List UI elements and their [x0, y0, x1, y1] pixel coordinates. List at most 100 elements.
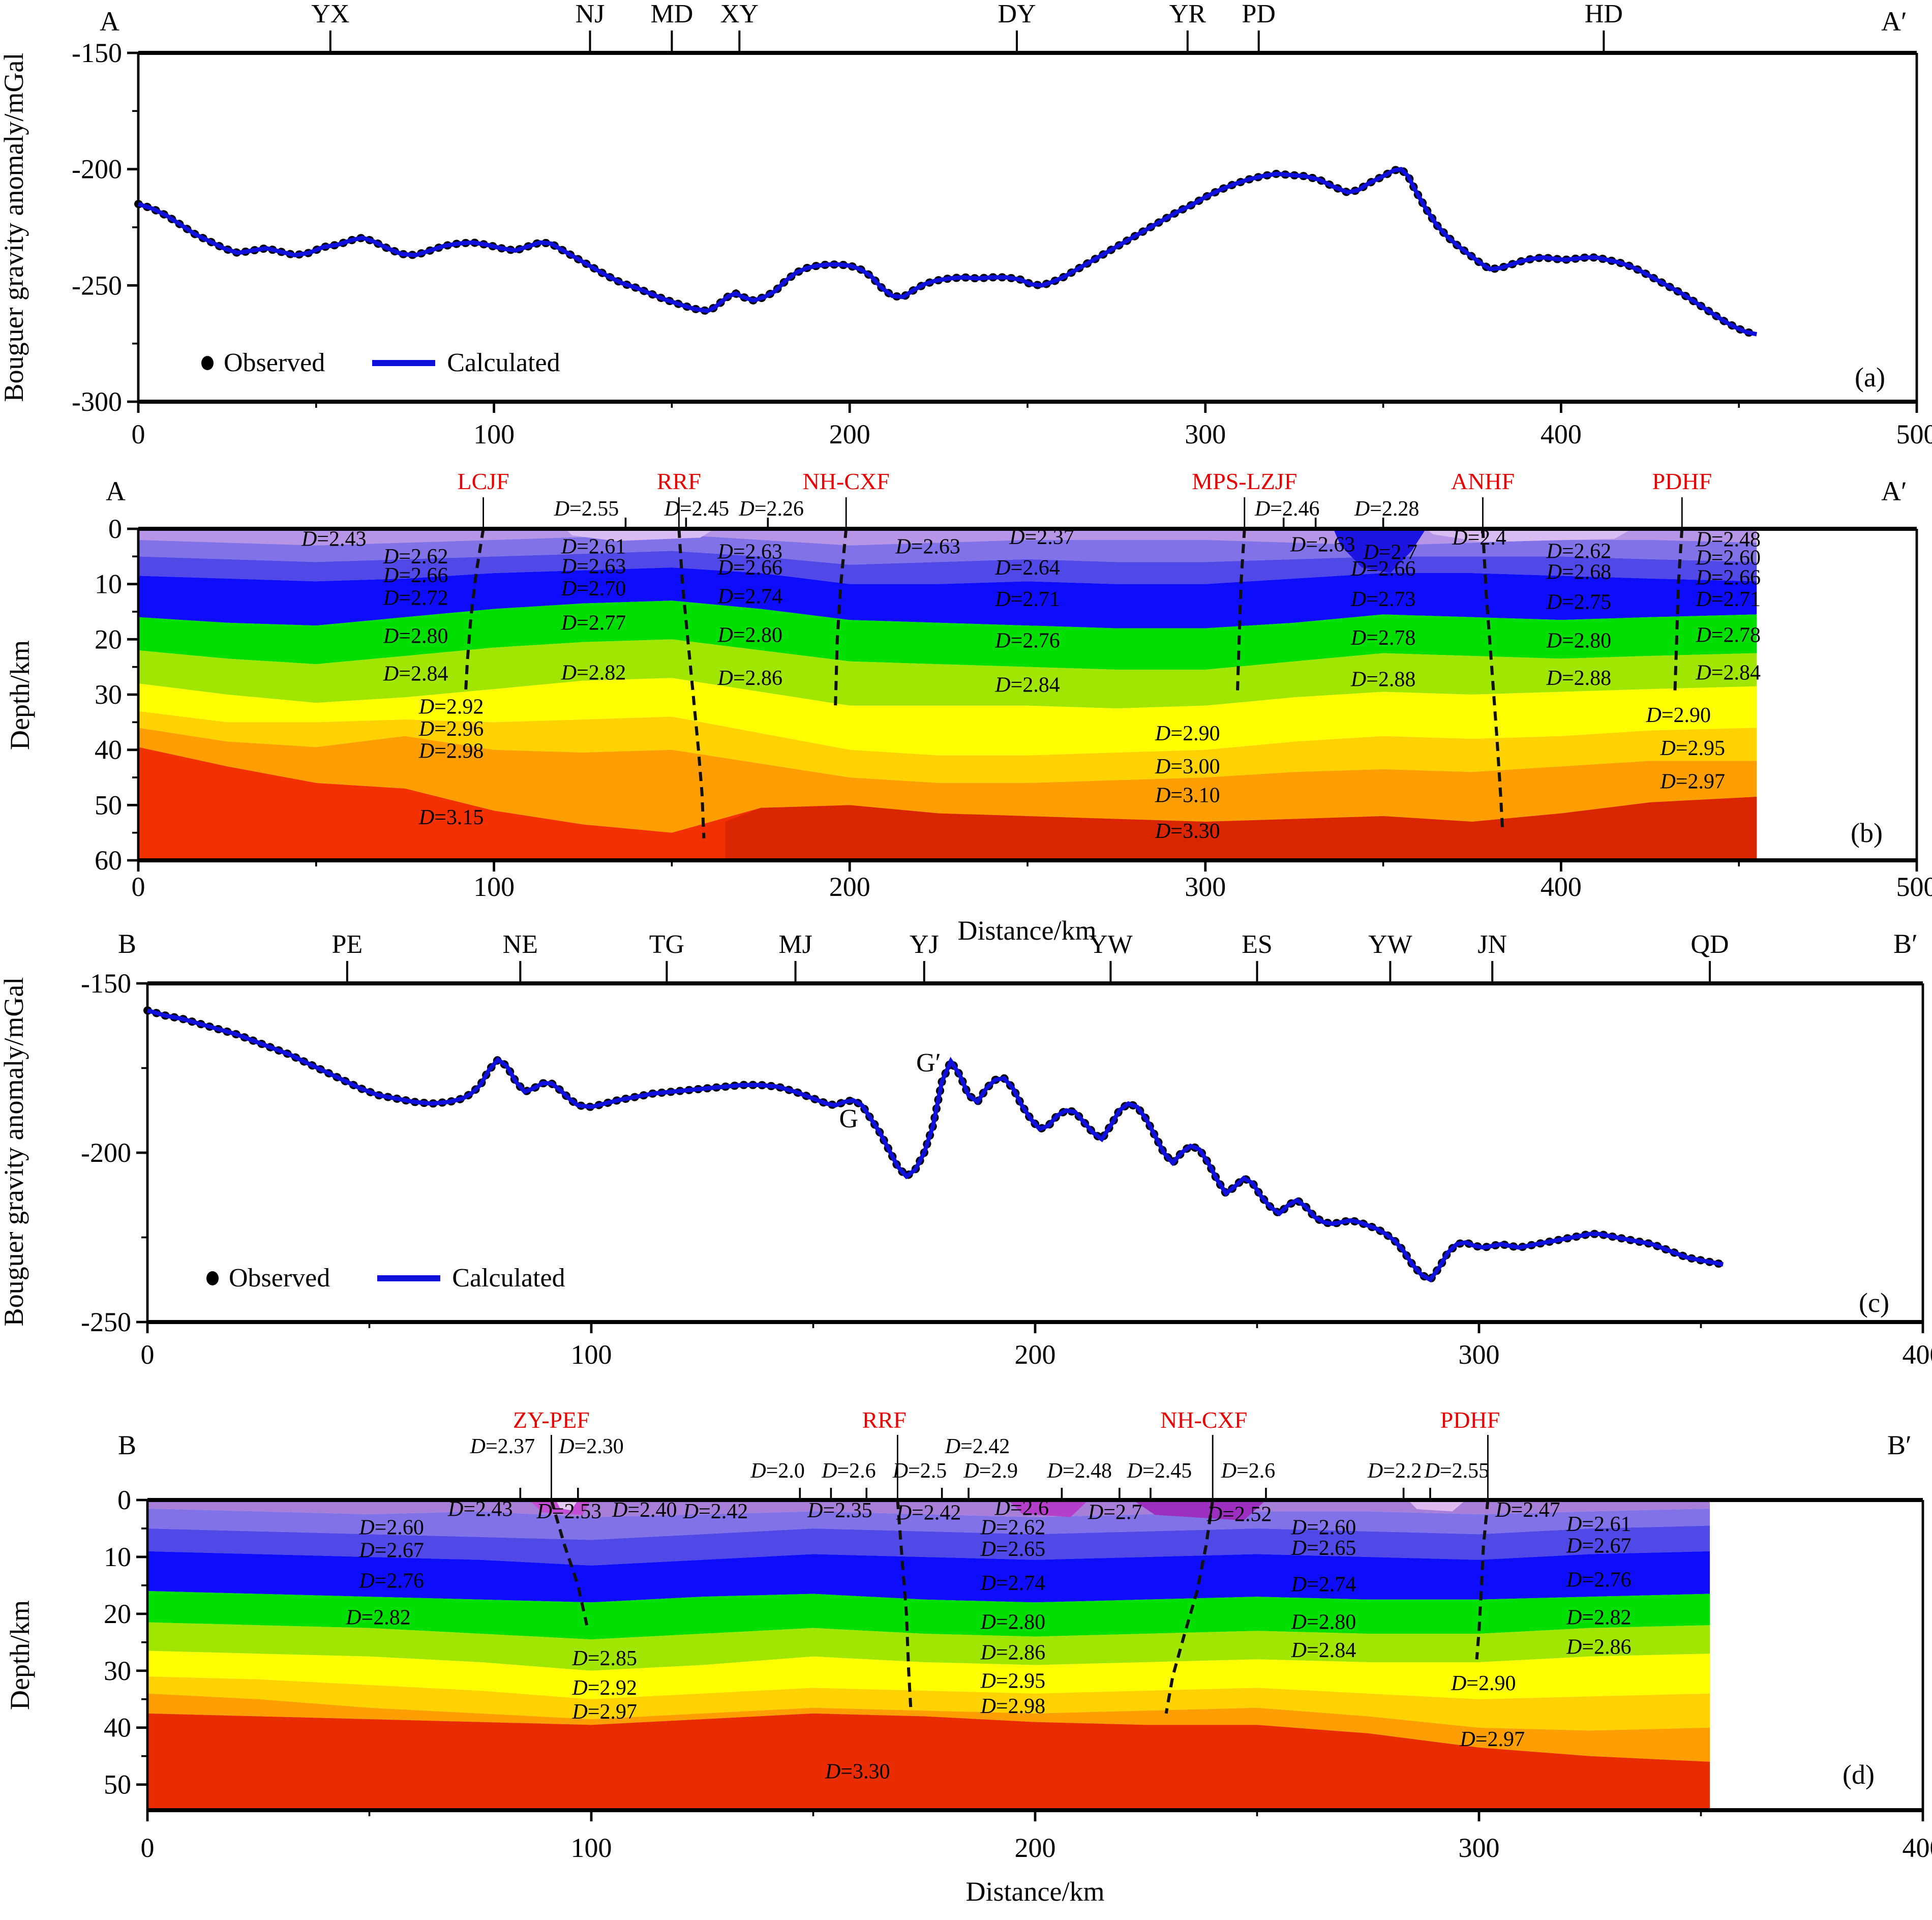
fault-label-ZY-PEF: ZY-PEF — [513, 1407, 590, 1433]
station-label: XY — [720, 0, 759, 28]
density-label: D=2.60 — [358, 1516, 424, 1539]
fault-label-LCJF: LCJF — [457, 468, 509, 494]
curve-annotation: G′ — [916, 1048, 941, 1077]
density-label: D=2.90 — [1155, 722, 1220, 745]
legend-observed-label-a: Observed — [224, 348, 325, 378]
density-label: D=2.67 — [358, 1539, 424, 1562]
density-label-above: D=2.5 — [892, 1459, 947, 1483]
density-label: D=2.71 — [1695, 588, 1761, 611]
x-tick-label: 0 — [141, 1833, 155, 1863]
x-tick-label: 100 — [473, 872, 515, 902]
x-tick-label: 500 — [1896, 419, 1932, 449]
density-label: D=2.98 — [418, 740, 484, 763]
observed-dot-icon — [206, 1271, 219, 1285]
x-tick-label: 100 — [571, 1339, 612, 1370]
density-label: D=2.97 — [1659, 770, 1725, 793]
x-tick-label: 400 — [1541, 419, 1582, 449]
ylabel-panel-a: Bouguer gravity anomaly/mGal — [0, 14, 30, 441]
density-label: D=2.84 — [1291, 1639, 1356, 1662]
density-label: D=2.92 — [571, 1676, 637, 1700]
y-tick-label: -300 — [72, 386, 122, 417]
density-label: D=2.84 — [383, 663, 448, 686]
density-label: D=2.77 — [561, 612, 626, 635]
density-label: D=2.97 — [571, 1700, 637, 1724]
endpoint-a-end: A′ — [1881, 6, 1907, 38]
density-label: D=2.80 — [1546, 629, 1612, 652]
density-label: D=2.66 — [383, 564, 448, 587]
depth-tick-label: 10 — [95, 569, 122, 599]
x-tick-label: 300 — [1459, 1833, 1500, 1863]
y-tick-label: -250 — [81, 1307, 131, 1337]
observed-curve — [138, 169, 1757, 335]
density-label: D=2.75 — [1546, 590, 1612, 614]
x-tick-label: 200 — [829, 419, 870, 449]
density-label-above: D=2.6 — [821, 1459, 876, 1483]
density-label: D=2.65 — [980, 1538, 1046, 1561]
density-label: D=2.63 — [1290, 533, 1355, 556]
density-label: D=3.30 — [1155, 820, 1220, 843]
xlabel-panel-d: Distance/km — [883, 1876, 1188, 1908]
density-label-above: D=2.30 — [558, 1435, 624, 1458]
panel-tag-b: (b) — [1851, 818, 1883, 849]
density-label: D=2.82 — [345, 1606, 411, 1629]
density-label: D=2.95 — [980, 1670, 1046, 1693]
x-tick-label: 400 — [1541, 872, 1582, 902]
y-tick-label: -200 — [81, 1137, 131, 1168]
depth-tick-label: 10 — [104, 1542, 131, 1572]
density-label-above: D=2.9 — [963, 1459, 1018, 1483]
legend-calculated-label-a: Calculated — [447, 348, 560, 378]
density-label: D=2.86 — [1566, 1636, 1632, 1659]
density-label: D=2.67 — [1566, 1534, 1632, 1557]
calculated-curve — [138, 169, 1757, 335]
station-label: NE — [503, 930, 538, 959]
panel-tag-d: (d) — [1843, 1759, 1875, 1791]
density-label: D=3.10 — [1155, 784, 1220, 807]
station-label: YW — [1368, 930, 1412, 959]
station-label: PD — [1242, 0, 1275, 28]
density-label-above: D=2.46 — [1254, 497, 1320, 521]
station-label: PE — [332, 930, 363, 959]
fault-label-NH-CXF: NH-CXF — [1160, 1407, 1247, 1433]
fault-label-MPS-LZJF: MPS-LZJF — [1192, 468, 1297, 494]
density-label-above: D=2.28 — [1354, 497, 1420, 521]
density-label: D=2.74 — [980, 1572, 1046, 1595]
density-label: D=2.52 — [1206, 1503, 1272, 1526]
density-label: D=2.73 — [1350, 588, 1416, 611]
x-tick-label: 400 — [1903, 1339, 1932, 1370]
fault-label-ANHF: ANHF — [1451, 468, 1515, 494]
density-label: D=2.76 — [994, 629, 1060, 652]
depth-tick-label: 50 — [104, 1769, 131, 1800]
density-label: D=2.96 — [418, 717, 484, 741]
station-label: ES — [1242, 930, 1273, 959]
density-label: D=2.68 — [1546, 561, 1612, 584]
x-tick-label: 100 — [473, 419, 515, 449]
y-tick-label: -150 — [72, 38, 122, 68]
density-label-above: D=2.42 — [945, 1435, 1010, 1458]
station-label: DY — [998, 0, 1036, 28]
density-label: D=2.95 — [1659, 737, 1725, 760]
x-tick-label: 200 — [829, 872, 870, 902]
density-label: D=2.66 — [717, 556, 783, 580]
density-label: D=2.66 — [1695, 566, 1761, 589]
density-label: D=2.43 — [301, 527, 367, 551]
density-label-above: D=2.55 — [554, 497, 619, 521]
density-label: D=2.80 — [717, 623, 783, 647]
depth-tick-label: 20 — [104, 1599, 131, 1629]
density-label: D=2.64 — [994, 556, 1060, 580]
endpoint-c-start: B — [118, 928, 136, 960]
panel-tag-a: (a) — [1855, 362, 1885, 394]
density-label-above: D=2.0 — [750, 1459, 805, 1483]
x-tick-label: 300 — [1459, 1339, 1500, 1370]
density-label-above: D=2.26 — [739, 497, 804, 521]
endpoint-d-end: B′ — [1887, 1430, 1912, 1461]
station-label: JN — [1477, 930, 1507, 959]
density-label: D=2.60 — [1291, 1516, 1356, 1539]
y-tick-label: -150 — [81, 968, 131, 999]
density-label-above: D=2.45 — [1127, 1459, 1192, 1483]
station-label: NJ — [576, 0, 605, 28]
density-label-above: D=2.6 — [1221, 1459, 1276, 1483]
density-label: D=2.63 — [895, 535, 960, 559]
density-label: D=3.30 — [825, 1760, 890, 1784]
